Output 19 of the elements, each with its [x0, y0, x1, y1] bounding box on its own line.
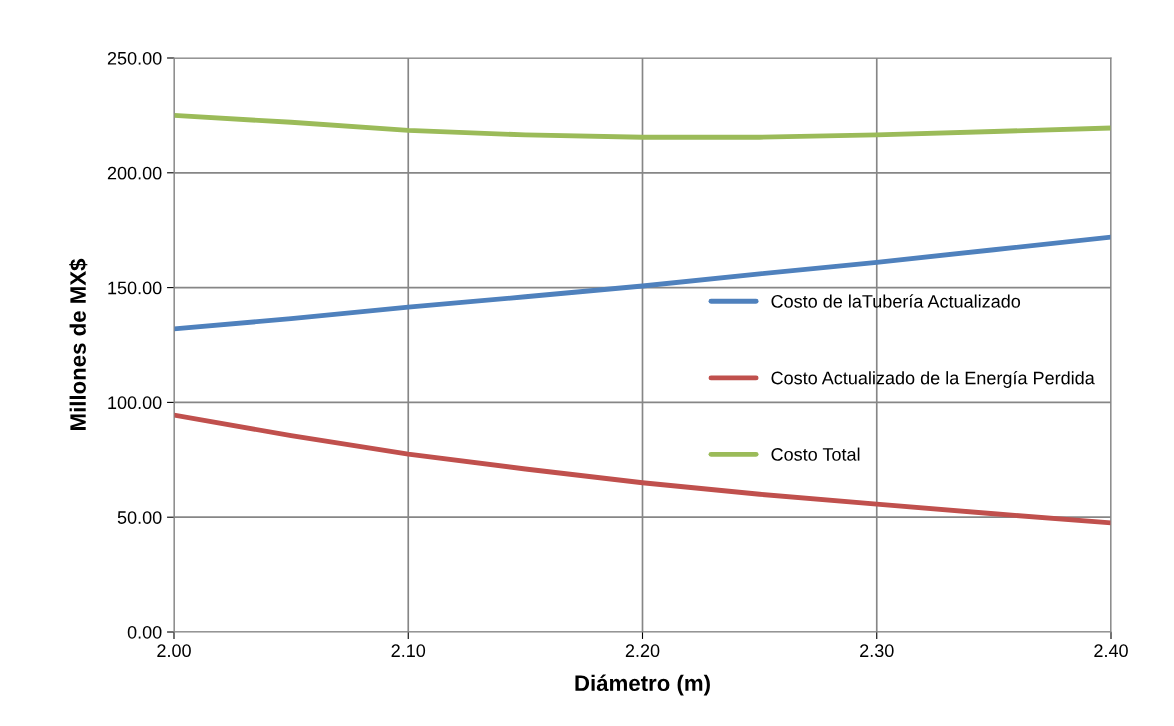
y-tick-label: 50.00 — [117, 511, 162, 524]
line-series — [174, 412, 1111, 526]
y-axis-title: Millones de MX$ — [69, 258, 88, 430]
x-tick-label: 2.40 — [1094, 644, 1128, 658]
x-tick-label: 2.00 — [157, 644, 191, 658]
y-tick-label: 0.00 — [127, 625, 162, 639]
x-tick-label: 2.10 — [391, 644, 426, 658]
y-tick-label: 100.00 — [108, 396, 162, 410]
line-series — [174, 112, 1111, 140]
x-axis-title: Diámetro (m) — [575, 674, 710, 696]
legend-label: Costo de laTubería Actualizado — [771, 294, 1021, 308]
line-series — [174, 234, 1111, 332]
x-tick-label: 2.30 — [860, 644, 894, 658]
y-tick-label: 150.00 — [108, 281, 162, 295]
y-tick-label: 200.00 — [107, 166, 162, 180]
legend-label: Costo Total — [771, 447, 860, 461]
x-tick-label: 2.20 — [625, 644, 660, 658]
legend-label: Costo Actualizado de la Energía Perdida — [771, 370, 1095, 388]
y-tick-label: 250.00 — [107, 51, 162, 65]
